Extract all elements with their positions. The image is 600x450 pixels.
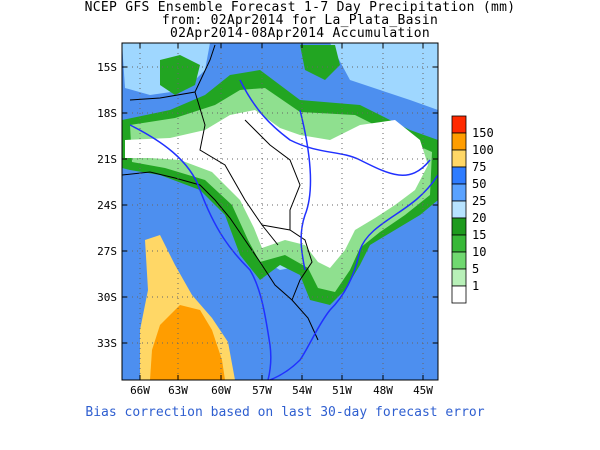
lat-label: 24S <box>97 199 117 212</box>
lat-label: 21S <box>97 153 117 166</box>
precip-white <box>125 110 428 268</box>
legend-swatch <box>451 268 467 287</box>
legend-swatch <box>451 200 467 219</box>
legend-label: 10 <box>472 245 486 259</box>
lon-label: 60W <box>211 384 231 397</box>
country-border <box>244 119 301 230</box>
country-border <box>122 171 319 341</box>
map-panel: 15S 18S 21S 24S 27S 30S 33S 66W 63W 60W 57W 54W 51W… <box>97 42 439 397</box>
lon-label: 57W <box>252 384 272 397</box>
lon-label: 63W <box>168 384 188 397</box>
legend-swatch <box>451 285 467 304</box>
legend-label: 1 <box>472 279 479 293</box>
lat-label: 27S <box>97 245 117 258</box>
legend-swatch <box>451 166 467 185</box>
legend-swatch <box>451 149 467 168</box>
lat-label: 33S <box>97 337 117 350</box>
legend-swatch <box>451 132 467 151</box>
longitude-labels: 66W 63W 60W 57W 54W 51W 48W 45W <box>130 384 433 397</box>
legend-label: 75 <box>472 160 486 174</box>
title-line-3: 02Apr2014-08Apr2014 Accumulation <box>169 26 431 41</box>
lon-label: 66W <box>130 384 150 397</box>
lat-lon-grid <box>122 43 438 380</box>
lon-label: 48W <box>373 384 393 397</box>
lon-label: 45W <box>413 384 433 397</box>
legend-label: 5 <box>472 262 479 276</box>
country-border <box>261 224 313 301</box>
legend-label: 100 <box>472 143 494 157</box>
precip-legend: 150 100 75 50 25 20 15 10 5 1 <box>451 115 494 304</box>
bias-correction-note: Bias correction based on last 30-day for… <box>85 405 485 420</box>
lon-label: 54W <box>292 384 312 397</box>
legend-swatch <box>451 251 467 270</box>
coastline <box>269 174 438 380</box>
title-line-1: NCEP GFS Ensemble Forecast 1-7 Day Preci… <box>84 0 516 15</box>
lat-label: 30S <box>97 291 117 304</box>
lat-label: 18S <box>97 107 117 120</box>
lat-label: 15S <box>97 61 117 74</box>
legend-label: 150 <box>472 126 494 140</box>
legend-label: 15 <box>472 228 486 242</box>
river <box>299 109 312 271</box>
legend-label: 25 <box>472 194 486 208</box>
legend-label: 50 <box>472 177 486 191</box>
legend-swatch <box>451 183 467 202</box>
river <box>129 124 272 380</box>
lon-label: 51W <box>332 384 352 397</box>
river <box>239 79 431 176</box>
legend-label: 20 <box>472 211 486 225</box>
precip-green <box>300 45 340 80</box>
legend-swatch <box>451 234 467 253</box>
precip-light-blue <box>330 43 438 110</box>
map-frame <box>121 42 439 381</box>
precip-green <box>160 55 200 95</box>
latitude-labels: 15S 18S 21S 24S 27S 30S 33S <box>97 61 117 350</box>
title-line-2: from: 02Apr2014 for La_Plata_Basin <box>161 13 439 28</box>
legend-swatch <box>451 115 467 134</box>
legend-swatch <box>451 217 467 236</box>
axis-ticks <box>122 43 438 380</box>
